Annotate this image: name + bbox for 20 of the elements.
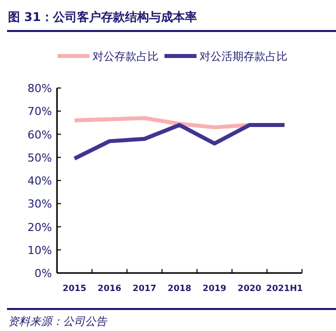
legend-label: 对公活期存款占比: [200, 50, 288, 63]
text: 资料来源：公司公告: [8, 315, 108, 328]
x-tick-label: 2021H1: [266, 284, 303, 294]
y-tick-label: 70%: [28, 105, 52, 118]
y-tick-label: 40%: [28, 174, 52, 188]
y-tick-label: 10%: [28, 244, 52, 257]
x-tick-label: 2020: [238, 284, 262, 294]
y-tick-label: 30%: [28, 198, 52, 211]
x-tick-label: 2017: [132, 284, 156, 294]
y-tick-label: 60%: [28, 128, 52, 142]
x-tick-label: 2018: [168, 284, 192, 294]
x-tick-label: 2015: [62, 284, 86, 294]
y-tick-label: 20%: [28, 220, 52, 234]
chart-title: 图 31：公司客户存款结构与成本率: [8, 10, 197, 24]
y-tick-label: 50%: [28, 151, 52, 164]
legend-label: 对公存款占比: [92, 50, 158, 63]
x-tick-label: 2016: [98, 284, 122, 294]
y-tick-label: 0%: [34, 267, 52, 280]
x-tick-label: 2019: [202, 284, 226, 294]
y-tick-label: 80%: [28, 82, 52, 95]
